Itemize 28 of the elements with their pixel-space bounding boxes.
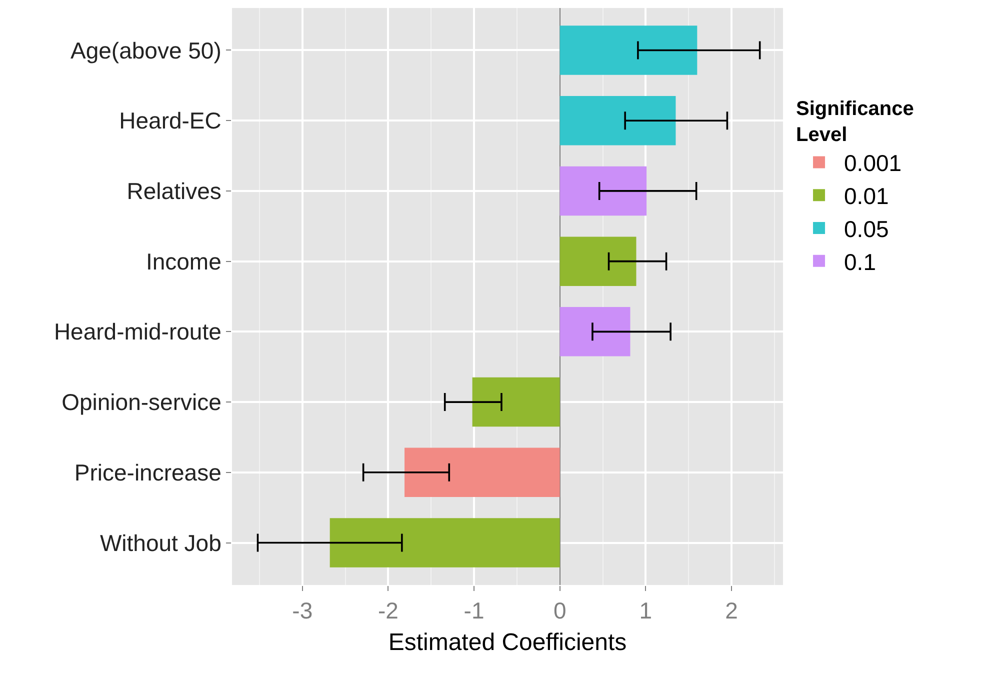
legend-label: 0.05 [844, 216, 889, 242]
y-tick-label: Opinion-service [62, 389, 222, 416]
x-tick-label: 0 [553, 598, 566, 624]
x-tick-label: 1 [639, 598, 652, 624]
bar [404, 448, 560, 498]
bar [560, 26, 698, 75]
x-axis-title: Estimated Coefficients [388, 628, 627, 656]
x-tick-label: -2 [378, 598, 398, 624]
y-tick-label: Heard-mid-route [54, 318, 222, 345]
legend-label: 0.1 [844, 248, 876, 275]
legend-label: 0.01 [844, 183, 889, 210]
bar [560, 307, 630, 356]
bar [330, 518, 560, 568]
bar [560, 96, 676, 146]
x-tick-label: -3 [292, 598, 313, 624]
y-tick-label: Heard-EC [119, 108, 222, 134]
legend-title: Significance Level [796, 98, 914, 146]
y-tick-label: Without Job [100, 530, 222, 556]
bar [560, 236, 636, 286]
x-tick-label: -1 [464, 598, 484, 624]
y-tick-label: Price-increase [74, 459, 222, 486]
legend-label: 0.001 [844, 150, 902, 176]
y-tick-label: Age(above 50) [70, 37, 222, 64]
bar [472, 377, 560, 427]
x-tick-label: 2 [725, 598, 738, 624]
y-tick-label: Relatives [126, 178, 222, 204]
bar [560, 166, 647, 216]
y-tick-label: Income [146, 248, 222, 274]
